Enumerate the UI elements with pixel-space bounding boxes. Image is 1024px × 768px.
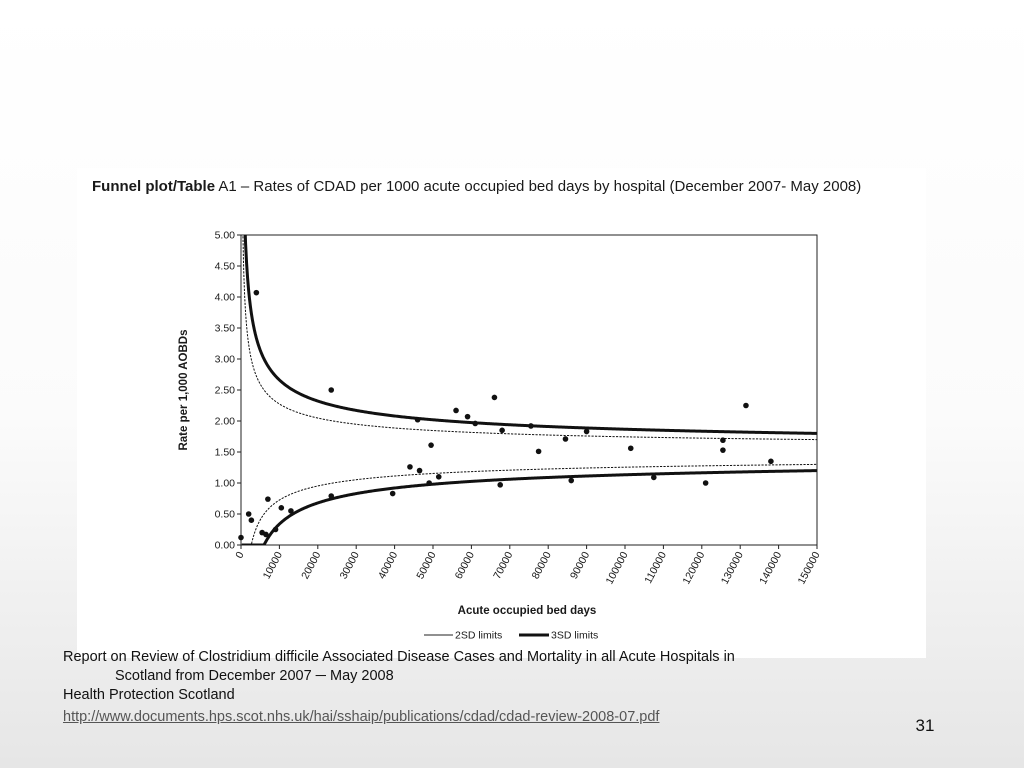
data-point: [491, 394, 498, 401]
lower-2sd-limit: [241, 463, 817, 545]
y-tick-label: 0.50: [215, 509, 236, 521]
data-point: [562, 436, 569, 442]
data-point: [528, 423, 534, 429]
y-tick-label: 4.50: [215, 261, 236, 273]
caption-report-title: Report on Review of Clostridium difficil…: [63, 649, 735, 665]
data-point: [278, 505, 285, 511]
data-point: [407, 464, 413, 470]
data-point: [464, 413, 471, 420]
y-tick-label: 3.50: [215, 323, 236, 335]
data-point: [499, 427, 505, 434]
data-point: [627, 445, 634, 452]
data-point: [328, 493, 335, 499]
x-tick-label: 50000: [414, 550, 438, 582]
figure-title-rest: A1 – Rates of CDAD per 1000 acute occupi…: [215, 178, 862, 195]
caption: Report on Review of Clostridium difficil…: [63, 648, 903, 727]
data-point: [720, 437, 726, 444]
figure-title-bold: Funnel plot/Table: [92, 178, 216, 195]
x-tick-label: 30000: [338, 550, 362, 582]
x-tick-label: 120000: [680, 550, 707, 587]
lower-3sd-limit: [241, 469, 817, 545]
report-link[interactable]: http://www.documents.hps.scot.nhs.uk/hai…: [63, 709, 660, 725]
data-point: [253, 289, 260, 296]
data-point: [263, 531, 269, 538]
upper-3sd-limit: [243, 235, 817, 435]
data-point: [416, 467, 423, 474]
data-point: [720, 447, 726, 453]
y-tick-label: 2.00: [215, 416, 236, 428]
data-point: [768, 458, 774, 465]
x-tick-label: 150000: [796, 550, 823, 587]
data-point: [472, 420, 479, 427]
legend-2sd-label: 2SD limits: [455, 630, 502, 642]
data-point: [272, 526, 279, 533]
x-tick-label: 70000: [491, 550, 515, 582]
caption-report-period: Scotland from December 2007 ─ May 2008: [115, 668, 394, 684]
y-tick-label: 1.50: [215, 447, 236, 459]
x-tick-label: 90000: [568, 550, 592, 582]
x-axis-label: Acute occupied bed days: [458, 605, 597, 617]
y-tick-label: 0.00: [215, 540, 236, 552]
data-point: [435, 474, 442, 480]
x-tick-label: 60000: [453, 550, 477, 582]
x-tick-label: 40000: [376, 550, 400, 582]
data-point: [535, 448, 542, 455]
y-tick-label: 4.00: [215, 292, 236, 304]
data-point: [288, 508, 294, 514]
x-tick-label: 80000: [530, 550, 554, 582]
data-point: [743, 402, 749, 409]
data-point: [497, 482, 504, 488]
data-point: [389, 490, 396, 497]
x-tick-label: 130000: [719, 550, 746, 587]
x-tick-label: 20000: [299, 550, 323, 582]
x-tick-label: 140000: [757, 550, 784, 587]
data-point: [428, 442, 434, 448]
x-tick-label: 100000: [604, 550, 631, 587]
y-tick-label: 1.00: [215, 478, 236, 490]
figure-title: Funnel plot/Table A1 – Rates of CDAD per…: [92, 177, 922, 197]
x-tick-label: 110000: [642, 550, 669, 586]
data-point: [248, 517, 255, 523]
x-tick-label: 10000: [261, 550, 285, 582]
y-tick-label: 5.00: [215, 230, 236, 242]
data-point: [426, 480, 432, 486]
y-tick-label: 2.50: [215, 385, 236, 397]
data-point: [453, 407, 459, 414]
legend-3sd-label: 3SD limits: [551, 630, 598, 642]
data-point: [245, 511, 252, 517]
funnel-plot: 0.00 0.50 1.00 1.50 2.00 2.50 3.00 3.50 4.00 4.50…: [178, 230, 823, 642]
data-point: [265, 496, 271, 502]
data-point: [414, 416, 421, 423]
x-tick-label: 0: [233, 550, 246, 561]
data-point: [651, 474, 657, 481]
data-point: [583, 428, 590, 435]
y-tick-label: 3.00: [215, 354, 236, 366]
data-point: [328, 387, 335, 393]
caption-publisher: Health Protection Scotland: [63, 687, 235, 703]
data-point: [702, 480, 709, 486]
data-point: [568, 477, 575, 484]
figure-panel: Funnel plot/Table A1 – Rates of CDAD per…: [77, 168, 926, 658]
slide-number: 31: [915, 716, 935, 735]
data-point: [238, 534, 244, 541]
y-axis-label: Rate per 1,000 AOBDs: [178, 329, 190, 450]
